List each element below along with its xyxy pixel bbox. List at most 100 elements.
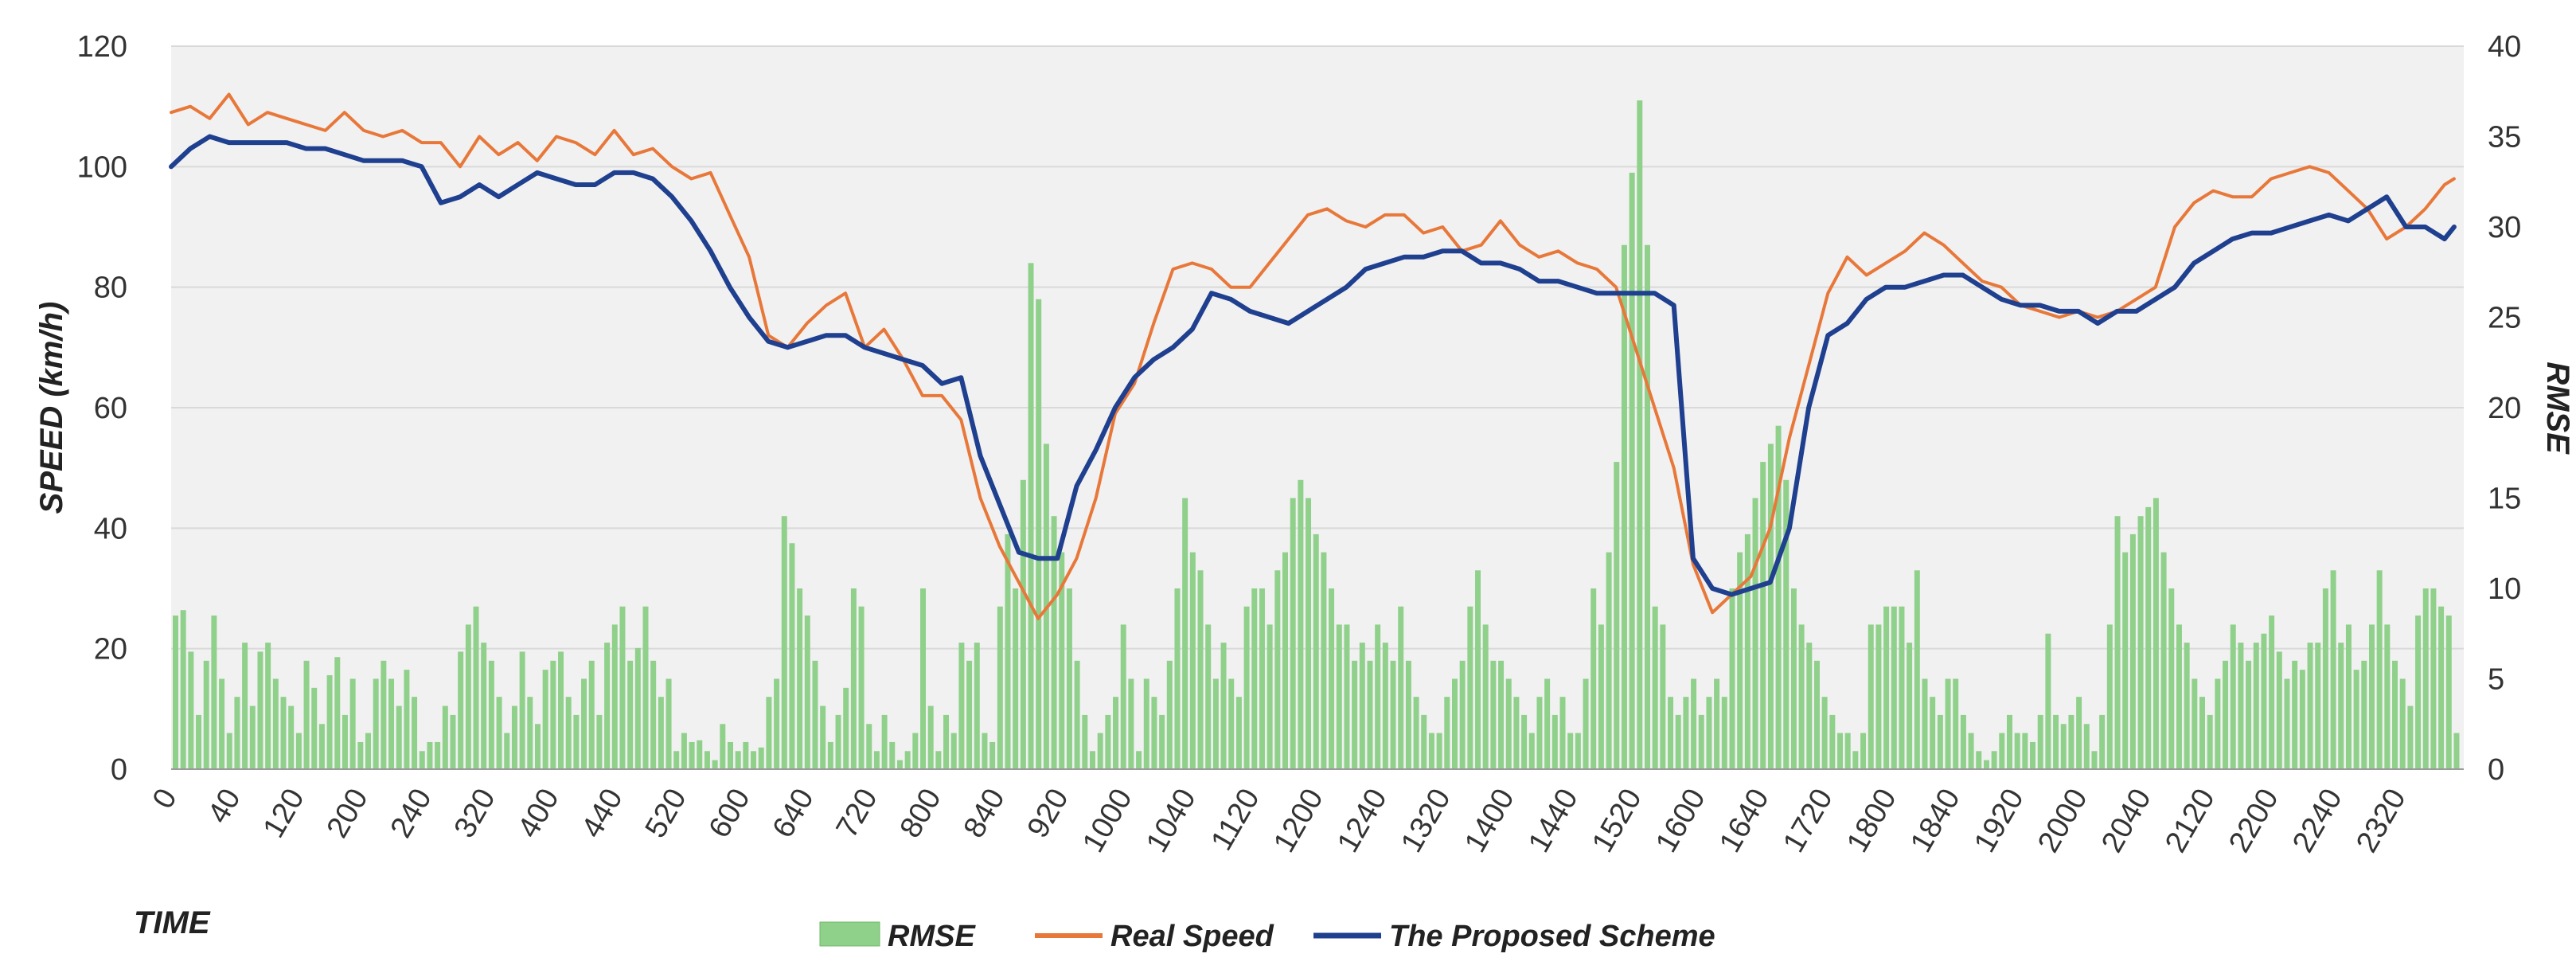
rmse-bar xyxy=(1806,643,1813,769)
rmse-bar xyxy=(1775,425,1782,769)
rmse-bar xyxy=(2238,643,2244,769)
rmse-bar xyxy=(2353,670,2359,769)
rmse-bar xyxy=(1744,533,1751,769)
y-right-tick-label: 40 xyxy=(2488,30,2521,64)
rmse-bar xyxy=(1999,733,2005,769)
rmse-bar xyxy=(2330,570,2336,769)
rmse-bar xyxy=(1829,714,1836,769)
rmse-bar xyxy=(1336,624,1342,769)
rmse-bar xyxy=(1790,588,1797,769)
rmse-bar xyxy=(2114,516,2121,769)
y-left-tick-label: 40 xyxy=(94,512,127,545)
rmse-bar xyxy=(1930,697,1936,769)
rmse-bar xyxy=(1066,588,1072,769)
rmse-bar xyxy=(318,724,325,769)
rmse-bar xyxy=(2129,533,2136,769)
rmse-bar xyxy=(2322,588,2328,769)
rmse-bar xyxy=(2299,670,2305,769)
rmse-bar xyxy=(2407,705,2414,769)
rmse-bar xyxy=(226,733,232,769)
rmse-bar xyxy=(658,697,664,769)
rmse-bar xyxy=(488,660,494,769)
rmse-bar xyxy=(2392,660,2398,769)
rmse-bar xyxy=(1421,714,1427,769)
rmse-bar xyxy=(1189,552,1196,769)
rmse-bar xyxy=(1983,760,1989,769)
y-left-tick-label: 120 xyxy=(77,30,127,64)
legend-label-real-speed: Real Speed xyxy=(1110,920,1274,953)
rmse-bar xyxy=(473,606,479,769)
rmse-bar xyxy=(989,741,996,769)
rmse-bar xyxy=(1698,714,1704,769)
rmse-bar xyxy=(827,741,833,769)
rmse-bar xyxy=(2368,624,2375,769)
rmse-bar xyxy=(1821,697,1828,769)
rmse-bar xyxy=(2422,588,2429,769)
rmse-bar xyxy=(1051,516,1057,769)
rmse-bar xyxy=(611,624,618,769)
rmse-bar xyxy=(1059,552,1065,769)
x-tick-label: 1600 xyxy=(1649,784,1712,858)
rmse-bar xyxy=(697,740,703,769)
rmse-bar xyxy=(249,705,256,769)
rmse-bar xyxy=(1428,733,1434,769)
rmse-bar xyxy=(1559,697,1566,769)
rmse-bar xyxy=(388,678,395,769)
rmse-bar xyxy=(1105,714,1111,769)
y-left-axis-label: SPEED (km/h) xyxy=(34,302,69,514)
rmse-bar xyxy=(1182,498,1188,769)
rmse-bar xyxy=(257,651,263,769)
rmse-bar xyxy=(2145,506,2152,769)
rmse-bar xyxy=(280,697,287,769)
rmse-bar xyxy=(1976,751,1982,769)
y-left-tick-labels: 0 20 40 60 80 100 120 xyxy=(77,30,127,787)
x-tick-label: 440 xyxy=(576,784,630,844)
rmse-bar xyxy=(1074,660,1080,769)
y-right-tick-labels: 0 5 10 15 20 25 30 35 40 xyxy=(2488,30,2521,787)
rmse-bar xyxy=(1937,714,1943,769)
rmse-bar xyxy=(349,678,356,769)
rmse-bar xyxy=(180,610,186,769)
rmse-bar xyxy=(1413,697,1419,769)
rmse-bar xyxy=(1459,660,1466,769)
rmse-bar xyxy=(1228,678,1235,769)
rmse-bar xyxy=(689,741,695,769)
rmse-bar xyxy=(2053,714,2059,769)
proposed-scheme-line xyxy=(169,134,2457,597)
rmse-bar xyxy=(2068,714,2074,769)
rmse-bar xyxy=(2292,660,2298,769)
rmse-bar xyxy=(720,724,726,769)
x-tick-label: 640 xyxy=(767,784,821,844)
rmse-bar xyxy=(519,651,525,769)
gridlines xyxy=(171,45,2464,650)
rmse-bar xyxy=(997,606,1003,769)
rmse-bar xyxy=(1166,660,1173,769)
rmse-bar xyxy=(1629,172,1635,769)
rmse-bar xyxy=(1883,606,1890,769)
rmse-bar xyxy=(2168,588,2175,769)
rmse-bar xyxy=(858,606,865,769)
rmse-bar xyxy=(211,616,217,769)
rmse-bar xyxy=(743,741,749,769)
legend: RMSE Real Speed The Proposed Scheme xyxy=(819,920,1715,953)
rmse-bar xyxy=(565,697,572,769)
rmse-bar xyxy=(2060,724,2067,769)
rmse-bar xyxy=(1907,643,1913,769)
rmse-bar xyxy=(2430,588,2437,769)
legend-label-rmse: RMSE xyxy=(888,920,976,953)
rmse-bar xyxy=(1637,100,1643,770)
rmse-bar xyxy=(1375,624,1381,769)
rmse-bar xyxy=(1120,624,1126,769)
rmse-bar xyxy=(958,643,965,769)
rmse-bar xyxy=(1143,678,1149,769)
rmse-bar xyxy=(527,697,533,769)
rmse-bar xyxy=(1660,624,1666,769)
rmse-bar xyxy=(2199,697,2205,769)
rmse-bar xyxy=(1405,660,1411,769)
rmse-bar xyxy=(1960,714,1966,769)
rmse-bar xyxy=(1621,244,1627,769)
rmse-bar xyxy=(1451,678,1458,769)
rmse-bar xyxy=(873,751,880,769)
rmse-bar xyxy=(1598,624,1604,769)
rmse-bar xyxy=(550,660,556,769)
